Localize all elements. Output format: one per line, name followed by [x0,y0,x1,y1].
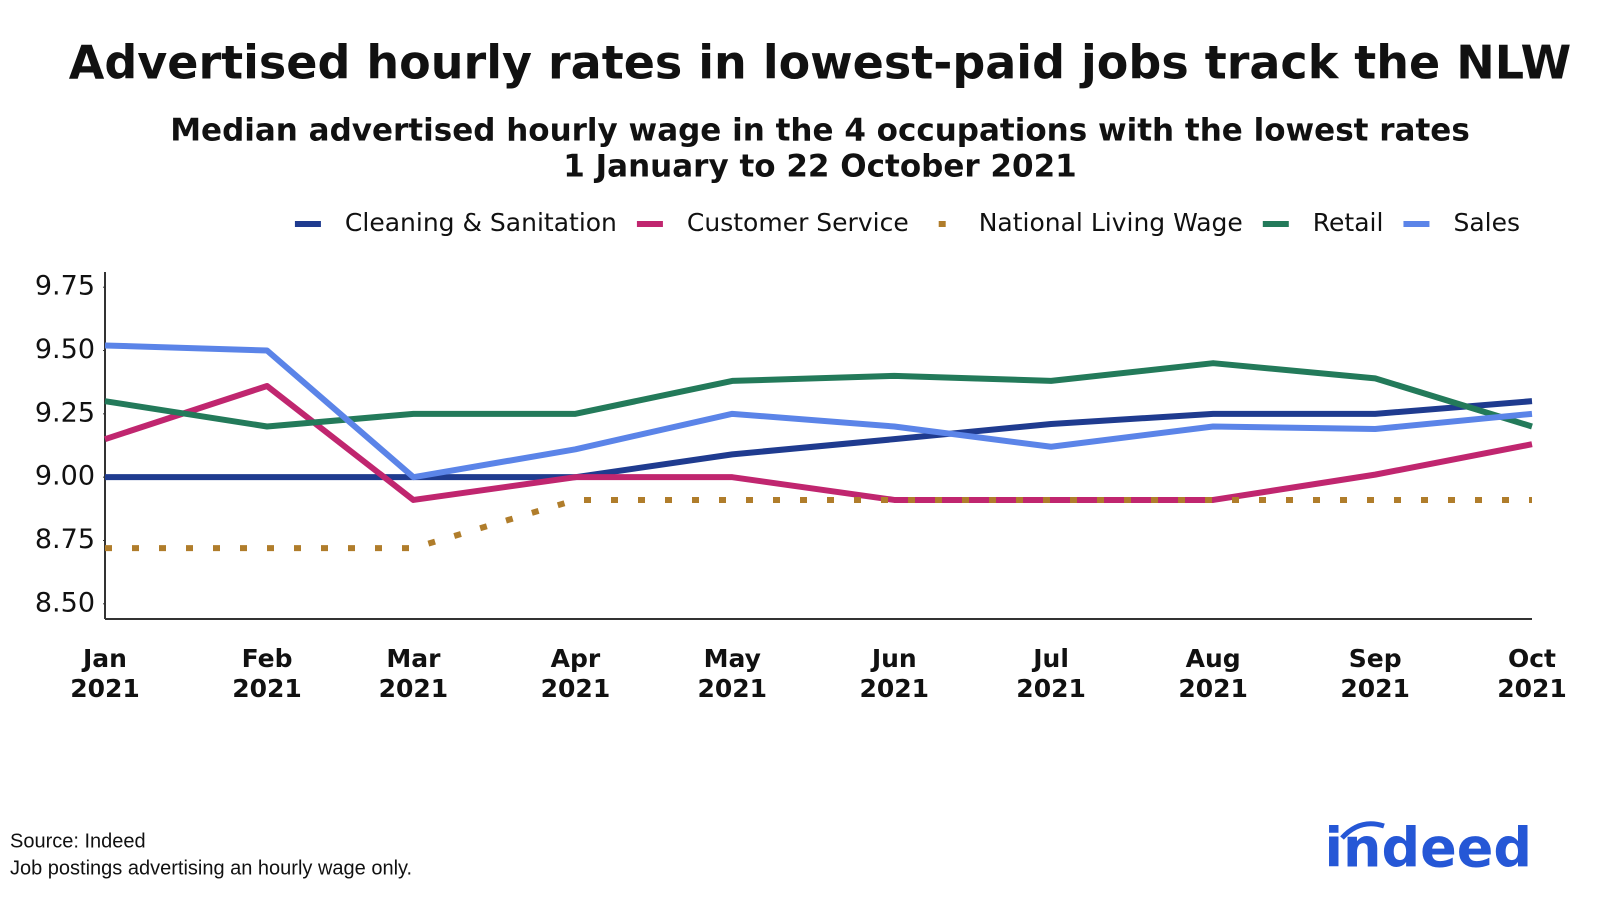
y-tick-label: 8.75 [35,524,95,555]
note: Job postings advertising an hourly wage … [10,857,412,879]
y-tick-label: 9.00 [35,461,95,492]
logo-arc [1340,821,1385,840]
y-tick-label: 9.25 [35,397,95,428]
x-tick-label: May 2021 [697,644,768,703]
legend-label: Retail [1313,208,1384,237]
source: Source: Indeed [10,830,146,852]
x-tick-label: Jun 2021 [859,644,930,703]
x-tick-label: Mar 2021 [378,644,449,703]
chart-subtitle: Median advertised hourly wage in the 4 o… [170,113,1470,149]
line-series [104,342,1533,481]
line-series [105,398,1533,481]
x-tick-label: Jul 2021 [1016,644,1086,703]
line-series [105,496,1532,552]
legend-label: National Living Wage [979,208,1243,237]
y-tick-label: 8.50 [35,587,95,618]
x-tick-label: Sep 2021 [1340,644,1410,703]
logo: indeed [1324,817,1532,880]
y-tick-label: 9.75 [35,271,95,302]
chart-title: Advertised hourly rates in lowest-paid j… [69,36,1571,90]
y-tick-label: 9.50 [35,334,95,365]
legend-label: Customer Service [687,208,909,237]
chart-subtitle: 1 January to 22 October 2021 [563,149,1076,185]
legend-label: Sales [1453,208,1520,237]
x-tick-label: Aug 2021 [1178,644,1248,703]
line-series [104,360,1533,430]
x-tick-label: Feb 2021 [232,644,302,703]
x-tick-label: Jan 2021 [70,644,140,703]
x-tick-label: Apr 2021 [540,644,611,703]
line-series [104,382,1533,503]
legend-label: Cleaning & Sanitation [345,208,617,237]
x-tick-label: Oct 2021 [1497,644,1567,703]
